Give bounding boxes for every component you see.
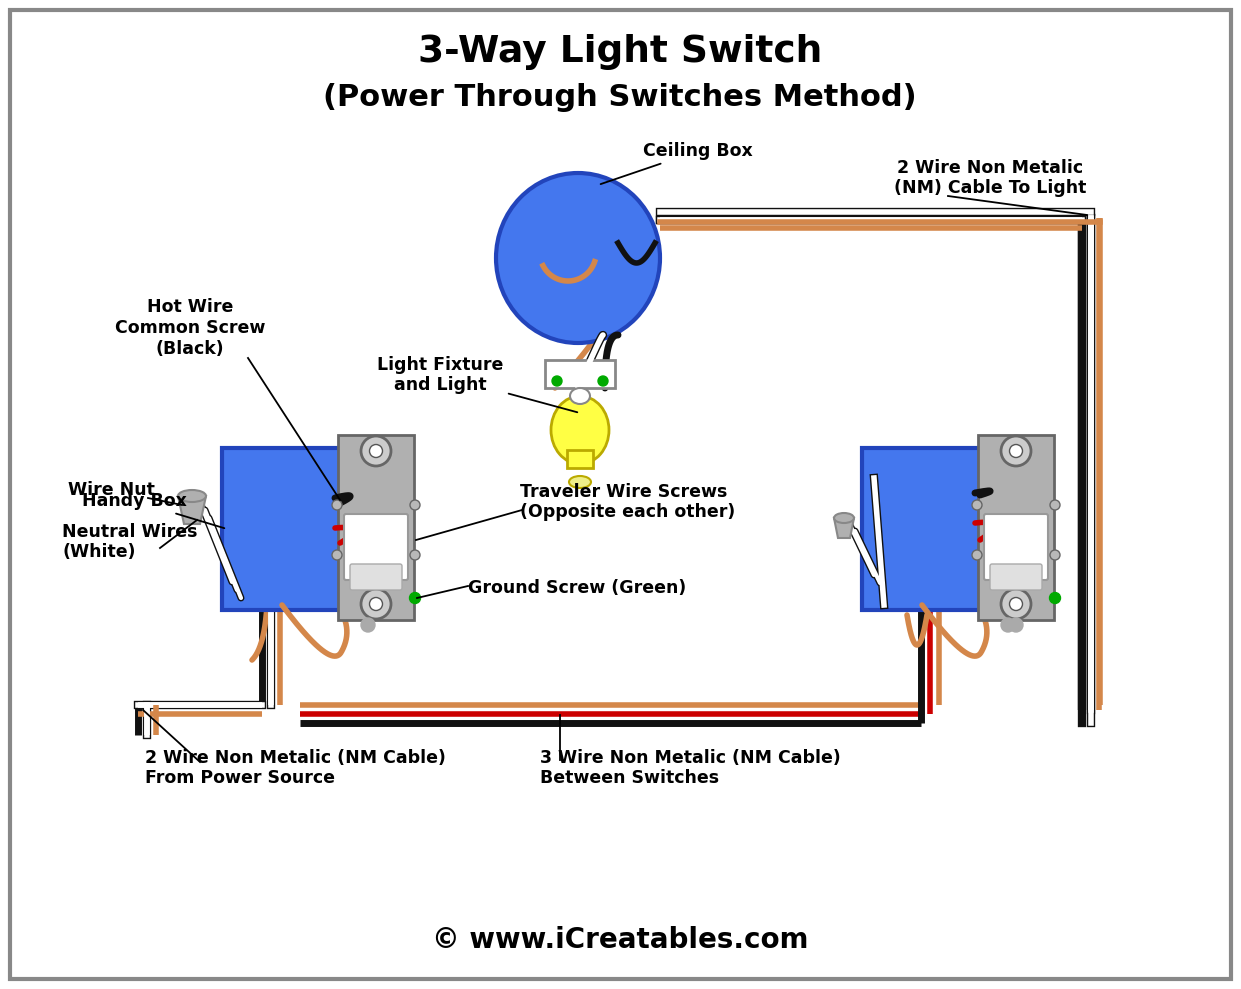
Text: Ground Screw (Green): Ground Screw (Green) bbox=[468, 579, 686, 597]
Circle shape bbox=[972, 550, 982, 560]
Circle shape bbox=[1001, 618, 1015, 632]
Text: (Power Through Switches Method): (Power Through Switches Method) bbox=[323, 82, 917, 112]
FancyBboxPatch shape bbox=[350, 564, 402, 590]
FancyBboxPatch shape bbox=[338, 435, 414, 620]
Circle shape bbox=[410, 500, 419, 510]
Circle shape bbox=[333, 550, 343, 560]
Circle shape bbox=[1009, 618, 1023, 632]
Polygon shape bbox=[834, 518, 854, 538]
Text: Handy Box: Handy Box bbox=[82, 492, 225, 528]
Text: Ceiling Box: Ceiling Box bbox=[601, 142, 753, 184]
Ellipse shape bbox=[551, 396, 609, 464]
Circle shape bbox=[972, 500, 982, 510]
Polygon shape bbox=[177, 496, 206, 524]
FancyBboxPatch shape bbox=[567, 450, 593, 468]
Circle shape bbox=[333, 500, 343, 510]
Circle shape bbox=[1009, 444, 1023, 458]
Circle shape bbox=[552, 376, 562, 386]
FancyBboxPatch shape bbox=[978, 435, 1054, 620]
FancyBboxPatch shape bbox=[990, 564, 1042, 590]
Circle shape bbox=[410, 550, 419, 560]
Text: Hot Wire
Common Screw
(Black): Hot Wire Common Screw (Black) bbox=[115, 299, 266, 358]
Circle shape bbox=[598, 376, 608, 386]
Ellipse shape bbox=[177, 490, 206, 502]
Circle shape bbox=[361, 436, 391, 466]
Circle shape bbox=[370, 444, 382, 458]
Ellipse shape bbox=[570, 476, 591, 488]
Text: Traveler Wire Screws
(Opposite each other): Traveler Wire Screws (Opposite each othe… bbox=[520, 483, 735, 521]
FancyBboxPatch shape bbox=[984, 514, 1047, 580]
Text: 2 Wire Non Metalic
(NM) Cable To Light: 2 Wire Non Metalic (NM) Cable To Light bbox=[894, 158, 1086, 198]
Text: Neutral Wires
(White): Neutral Wires (White) bbox=[62, 522, 197, 562]
Text: 3-Way Light Switch: 3-Way Light Switch bbox=[418, 34, 822, 70]
Text: 3 Wire Non Metalic (NM Cable)
Between Switches: 3 Wire Non Metalic (NM Cable) Between Sw… bbox=[540, 749, 840, 787]
Circle shape bbox=[1050, 550, 1060, 560]
Text: Wire Nut: Wire Nut bbox=[68, 481, 155, 499]
Ellipse shape bbox=[834, 513, 854, 523]
FancyBboxPatch shape bbox=[862, 448, 980, 610]
Circle shape bbox=[370, 597, 382, 610]
Circle shape bbox=[1001, 436, 1031, 466]
Circle shape bbox=[361, 618, 375, 632]
FancyBboxPatch shape bbox=[344, 514, 408, 580]
Circle shape bbox=[410, 592, 421, 603]
Circle shape bbox=[1050, 592, 1061, 603]
Ellipse shape bbox=[496, 173, 660, 343]
Circle shape bbox=[1009, 597, 1023, 610]
Circle shape bbox=[1050, 500, 1060, 510]
FancyBboxPatch shape bbox=[222, 448, 340, 610]
Circle shape bbox=[361, 589, 391, 619]
Circle shape bbox=[1001, 589, 1031, 619]
Text: Light Fixture
and Light: Light Fixture and Light bbox=[377, 356, 577, 412]
Text: 2 Wire Non Metalic (NM Cable)
From Power Source: 2 Wire Non Metalic (NM Cable) From Power… bbox=[145, 749, 446, 787]
FancyBboxPatch shape bbox=[545, 360, 616, 388]
Text: © www.iCreatables.com: © www.iCreatables.com bbox=[432, 926, 808, 954]
Ellipse shape bbox=[570, 388, 589, 404]
